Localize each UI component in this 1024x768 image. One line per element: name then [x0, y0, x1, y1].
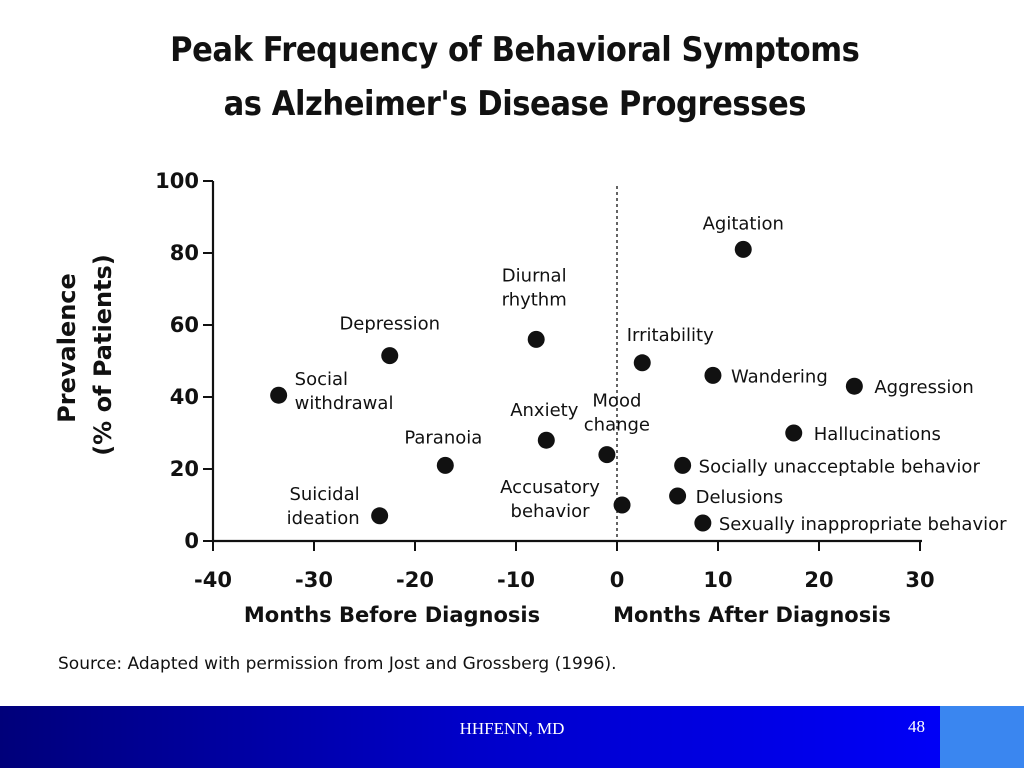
data-point-irritability — [633, 354, 651, 372]
data-point-mood-change — [598, 446, 616, 464]
point-label-wandering: Wandering — [731, 366, 828, 387]
data-point-anxiety — [537, 431, 555, 449]
point-label-hallucinations: Hallucinations — [814, 424, 941, 445]
data-point-suicidal-ideation — [371, 507, 389, 525]
y-axis-title-line-2: (% of Patients) — [89, 254, 117, 456]
data-point-wandering — [704, 366, 722, 384]
x-axis-title-after: Months After Diagnosis — [613, 603, 891, 627]
point-label-socially-unacceptable-behavior: Socially unacceptable behavior — [699, 456, 981, 477]
point-label-social-withdrawal: withdrawal — [295, 393, 394, 414]
footer-accent-box — [940, 706, 1024, 768]
point-label-anxiety: Anxiety — [510, 400, 579, 421]
point-label-suicidal-ideation: ideation — [287, 508, 360, 529]
point-label-diurnal-rhythm: rhythm — [502, 289, 567, 310]
y-tick-label: 80 — [170, 241, 199, 265]
y-axis-title-line-1: Prevalence — [53, 273, 81, 423]
y-tick-label: 20 — [170, 457, 199, 481]
data-point-depression — [381, 347, 399, 365]
point-label-social-withdrawal: Social — [295, 369, 348, 390]
point-label-mood-change: Mood — [592, 391, 641, 412]
chart-title-line-2: as Alzheimer's Disease Progresses — [223, 84, 807, 124]
data-point-accusatory-behavior — [613, 496, 631, 514]
point-label-diurnal-rhythm: Diurnal — [502, 265, 567, 286]
y-tick-label: 100 — [155, 169, 199, 193]
page-number: 48 — [908, 717, 925, 736]
point-label-accusatory-behavior: behavior — [511, 501, 591, 522]
y-tick-label: 0 — [184, 529, 199, 553]
x-axis-title-before: Months Before Diagnosis — [244, 603, 540, 627]
x-tick-label: -30 — [295, 568, 333, 592]
data-point-aggression — [845, 377, 863, 395]
x-tick-label: -20 — [396, 568, 434, 592]
data-point-agitation — [734, 240, 752, 258]
x-tick-label: -10 — [497, 568, 535, 592]
data-point-sexually-inappropriate-behavior — [694, 514, 712, 532]
point-label-aggression: Aggression — [874, 377, 973, 398]
x-tick-label: -40 — [194, 568, 232, 592]
y-tick-label: 40 — [170, 385, 199, 409]
x-tick-label: 0 — [610, 568, 625, 592]
point-label-accusatory-behavior: Accusatory — [500, 477, 600, 498]
chart-title-line-1: Peak Frequency of Behavioral Symptoms — [170, 30, 860, 70]
data-point-paranoia — [436, 456, 454, 474]
footer-bar: HHFENN, MD 48 — [0, 706, 1024, 768]
point-label-agitation: Agitation — [703, 213, 784, 234]
point-label-mood-change: change — [584, 415, 650, 436]
point-label-delusions: Delusions — [696, 487, 784, 508]
scatter-chart: 0 20 40 60 80 100 -40 -30 -20 -10 0 10 20 30 Prevalenc… — [53, 169, 1007, 627]
data-point-diurnal-rhythm — [527, 330, 545, 348]
source-note: Source: Adapted with permission from Jos… — [58, 654, 617, 674]
data-point-hallucinations — [785, 424, 803, 442]
x-tick-label: 30 — [905, 568, 934, 592]
data-point-delusions — [669, 487, 687, 505]
y-tick-label: 60 — [170, 313, 199, 337]
data-point-socially-unacceptable-behavior — [674, 456, 692, 474]
point-label-irritability: Irritability — [627, 325, 714, 346]
point-label-sexually-inappropriate-behavior: Sexually inappropriate behavior — [719, 514, 1007, 535]
data-point-social-withdrawal — [270, 386, 288, 404]
footer-author: HHFENN, MD — [459, 719, 565, 738]
point-label-depression: Depression — [339, 314, 440, 335]
x-tick-label: 10 — [703, 568, 732, 592]
point-label-paranoia: Paranoia — [404, 427, 482, 448]
x-tick-label: 20 — [804, 568, 833, 592]
point-label-suicidal-ideation: Suicidal — [289, 484, 359, 505]
